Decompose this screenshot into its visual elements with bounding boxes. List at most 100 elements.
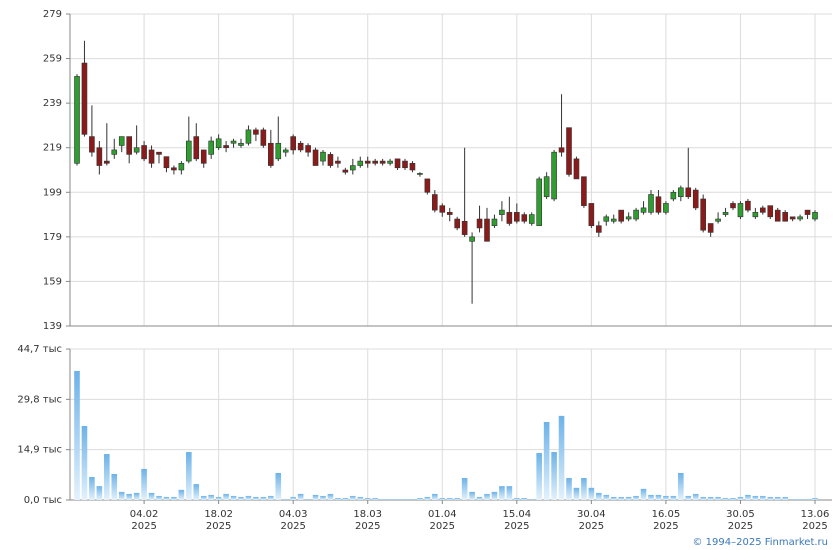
volume-bar [312, 494, 319, 500]
candle-body [528, 214, 535, 224]
candle-body [692, 189, 699, 209]
y-tick-label: 259 [43, 54, 62, 65]
volume-bar [81, 426, 88, 500]
candle-body [663, 203, 669, 213]
candle-body [558, 147, 565, 153]
x-tick-label: 13.06 2025 [801, 509, 830, 532]
volume-bar [357, 496, 364, 500]
candle-body [648, 194, 654, 213]
y-tick-label: 199 [43, 187, 62, 198]
volume-bar [268, 495, 274, 500]
y-tick-label: 0,0 тыс [24, 495, 62, 506]
y-tick-label: 44,7 тыс [17, 344, 62, 355]
candle-body [81, 62, 88, 135]
x-tick-label: 18.02 2025 [204, 509, 233, 532]
candle-body [253, 129, 259, 135]
candle-body [596, 225, 602, 233]
volume-bar [245, 495, 252, 500]
volume-bar [536, 453, 542, 500]
candle-body [118, 136, 125, 146]
volume-bar [745, 494, 751, 500]
candle-body [111, 149, 118, 155]
x-tick-label: 16.05 2025 [652, 509, 681, 532]
y-tick-label: 139 [43, 321, 62, 332]
x-tick-label: 04.02 2025 [130, 509, 159, 532]
volume-bar [379, 498, 386, 500]
volume-bar [290, 496, 296, 500]
y-tick-label: 159 [43, 276, 62, 287]
candle-body [737, 203, 744, 218]
x-tick-label: 04.03 2025 [279, 509, 308, 532]
candle-body [379, 160, 386, 164]
candle-body [305, 145, 311, 153]
candle-body [364, 160, 371, 164]
candle-body [730, 203, 736, 209]
candle-body [588, 203, 595, 227]
candle-body [536, 178, 542, 227]
volume-bar [804, 498, 811, 500]
footer: © 1994–2025 Finmarket.ru [692, 537, 828, 548]
candle-body [89, 136, 95, 153]
volume-bar [118, 491, 125, 500]
candle-body [104, 160, 110, 164]
y-tick-label: 219 [43, 143, 62, 154]
candle-body [394, 158, 401, 169]
candle-body [335, 160, 341, 164]
candle-body [230, 140, 237, 144]
y-tick-label: 179 [43, 232, 62, 243]
candle-body [417, 173, 423, 175]
volume-bar [648, 494, 654, 500]
candle-body [402, 160, 408, 169]
volume-bar [148, 492, 155, 500]
volume-bar [782, 496, 788, 500]
volume-bar [424, 496, 431, 500]
candle-body [186, 140, 192, 162]
candle-body [566, 127, 572, 175]
volume-bar [350, 495, 356, 500]
volume-bar [633, 495, 639, 500]
volume-bar [797, 498, 803, 500]
volume-bar [491, 491, 498, 500]
candle-body [148, 149, 155, 164]
volume-bar [476, 496, 483, 500]
candle-body [745, 200, 751, 211]
y-tick-label: 239 [43, 98, 62, 109]
candle-body [804, 209, 811, 215]
volume-bar [752, 495, 759, 500]
volume-bar [499, 486, 505, 500]
candle-body [193, 136, 200, 160]
candle-body [312, 149, 319, 166]
volume-bar [767, 496, 774, 500]
candle-body [678, 187, 684, 198]
candle-body [454, 218, 460, 229]
candle-body [432, 194, 438, 211]
volume-bar [596, 492, 602, 500]
candle-body [275, 142, 282, 160]
candle-body [752, 212, 759, 218]
candle-body [573, 158, 580, 180]
candle-body [200, 149, 207, 164]
volume-bar [305, 498, 311, 500]
candle-body [618, 209, 624, 222]
volume-bar [439, 497, 446, 500]
volume-bar [685, 495, 692, 500]
volume-bar [469, 491, 475, 500]
volume-bar [446, 497, 453, 500]
candle-body [715, 218, 721, 222]
volume-bar [715, 496, 721, 500]
candle-body [581, 176, 587, 206]
candle-body [722, 212, 729, 215]
volume-bar [171, 496, 177, 500]
candle-body [603, 216, 610, 222]
volume-bar [588, 487, 595, 500]
candle-body [700, 198, 706, 231]
candle-body [133, 147, 140, 153]
y-tick-label: 29,8 тыс [17, 394, 62, 405]
volume-bar [364, 497, 371, 500]
candle-body [282, 149, 289, 153]
volume-bar [141, 468, 147, 500]
candle-body [238, 142, 244, 146]
volume-bar [394, 498, 401, 500]
volume-bar [74, 370, 80, 500]
